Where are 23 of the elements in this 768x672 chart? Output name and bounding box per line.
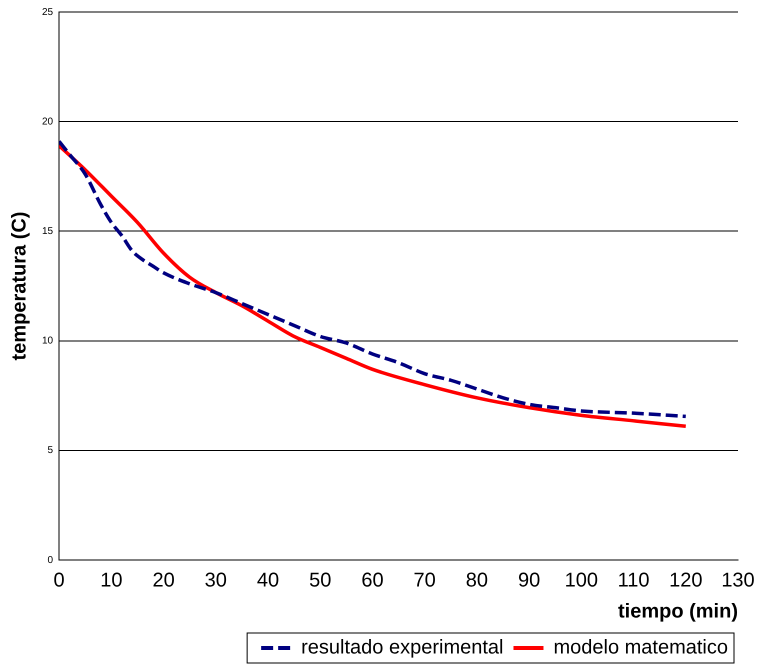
- x-tick-label: 90: [518, 570, 540, 592]
- y-axis-title: temperatura (C): [8, 212, 31, 360]
- x-tick-label: 70: [414, 570, 436, 592]
- y-tick-label: 15: [42, 226, 54, 237]
- x-tick-label: 50: [309, 570, 332, 592]
- y-tick-label: 20: [42, 116, 54, 128]
- y-tick-label: 5: [48, 445, 54, 456]
- x-tick-label: 30: [204, 570, 227, 592]
- x-tick-label: 120: [669, 570, 702, 592]
- legend-label: resultado experimental: [301, 636, 504, 659]
- x-tick-label: 10: [100, 570, 122, 592]
- y-tick-label: 0: [48, 554, 54, 566]
- x-tick-label: 60: [361, 570, 384, 592]
- y-tick-label: 10: [42, 336, 54, 347]
- x-axis-title: tiempo (min): [618, 600, 738, 623]
- x-tick-label: 100: [564, 570, 598, 592]
- x-tick-label: 40: [256, 570, 280, 592]
- x-tick-label: 80: [466, 570, 488, 592]
- x-tick-label: 110: [618, 570, 650, 592]
- legend-label: modelo matematico: [553, 636, 728, 659]
- x-tick-label: 20: [152, 570, 175, 592]
- y-tick-label: 25: [42, 6, 54, 18]
- x-tick-label: 130: [721, 570, 755, 592]
